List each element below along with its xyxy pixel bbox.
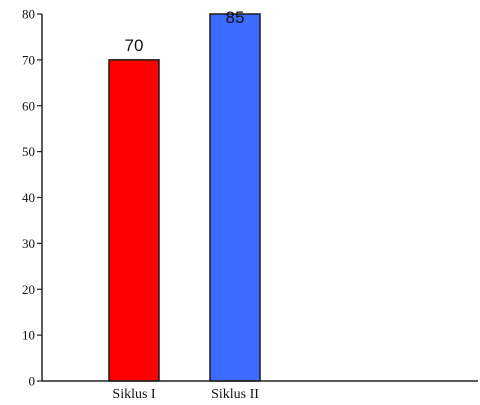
y-tick-label: 60: [22, 98, 35, 113]
y-tick-label: 50: [22, 144, 35, 159]
y-tick-label: 0: [29, 374, 36, 389]
y-tick-label: 30: [22, 236, 35, 251]
data-label-1: 70: [125, 36, 144, 55]
bar-2: [209, 13, 261, 382]
y-tick-label: 80: [22, 7, 35, 22]
data-labels: 70 85: [125, 8, 245, 55]
x-axis-labels: Siklus I Siklus II: [112, 387, 259, 402]
y-tick-label: 20: [22, 282, 35, 297]
y-tick-label: 40: [22, 190, 35, 205]
bar-1: [108, 59, 160, 382]
bars: [108, 13, 261, 382]
category-label-1: Siklus I: [112, 387, 156, 402]
data-label-2: 85: [226, 8, 245, 27]
y-tick-label: 10: [22, 328, 35, 343]
y-axis-ticks: 0 10 20 30 40 50 60 70 80: [22, 7, 42, 389]
y-tick-label: 70: [22, 52, 35, 67]
category-label-2: Siklus II: [211, 387, 259, 402]
